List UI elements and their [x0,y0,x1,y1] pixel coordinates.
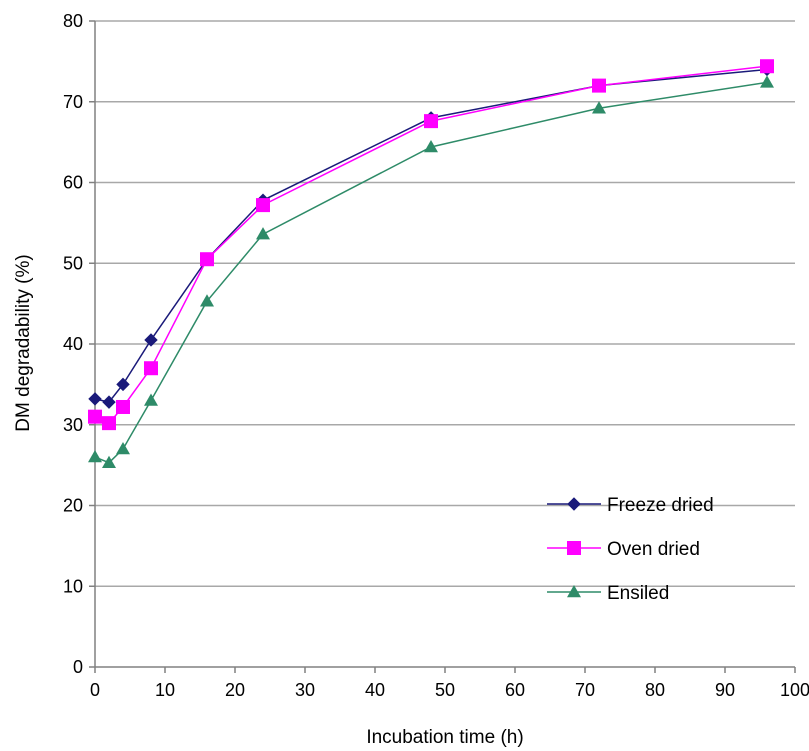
x-tick-label-40: 40 [365,680,385,700]
y-tick-label-50: 50 [63,253,83,273]
legend-swatch-marker [567,497,581,511]
data-point-oven-dried-96 [760,59,774,74]
data-point-ensiled-72 [592,101,606,114]
data-point-ensiled-48 [424,139,438,153]
data-point-oven-dried-48 [424,114,438,129]
x-axis-title: Incubation time (h) [366,727,523,748]
data-point-ensiled-24 [256,227,270,240]
x-tick-label-30: 30 [295,680,315,700]
data-point-freeze-dried-4 [116,377,130,392]
series-oven-dried [88,59,774,431]
data-point-ensiled-2 [102,455,116,468]
data-point-ensiled-16 [200,294,214,307]
x-tick-label-90: 90 [715,680,735,700]
legend-label-oven-dried: Oven dried [607,539,700,560]
legend-item-oven-dried: Oven dried [547,539,700,560]
x-tick-label-100: 100 [780,680,809,700]
x-tick-label-60: 60 [505,680,525,700]
data-point-freeze-dried-0 [88,392,102,406]
x-tick-label-20: 20 [225,680,245,700]
y-tick-label-20: 20 [63,496,83,516]
data-point-oven-dried-4 [116,399,130,414]
y-tick-label-10: 10 [63,576,83,596]
y-tick-label-0: 0 [73,657,83,677]
series-line-ensiled [94,81,768,464]
series [88,59,774,468]
legend-swatch-marker [567,585,581,598]
data-point-oven-dried-2 [102,416,116,431]
data-point-oven-dried-0 [88,409,102,424]
x-tick-label-10: 10 [155,680,175,700]
y-tick-label-80: 80 [63,11,83,31]
data-point-freeze-dried-8 [144,333,158,347]
x-tick-label-70: 70 [575,680,595,700]
y-tick-label-70: 70 [63,92,83,112]
data-point-ensiled-4 [116,441,130,455]
legend-label-freeze-dried: Freeze dried [607,495,714,516]
x-tick-label-80: 80 [645,680,665,700]
data-point-oven-dried-24 [256,198,270,213]
data-point-oven-dried-72 [592,78,606,93]
data-point-oven-dried-16 [200,252,214,267]
legend-item-ensiled: Ensiled [547,583,669,604]
legend-swatch-marker [567,541,581,555]
series-ensiled [88,75,774,468]
legend: Freeze dried Oven dried Ensiled [547,495,714,604]
data-point-ensiled-0 [88,450,102,463]
y-axis-title: DM degradability (%) [13,254,34,431]
data-point-ensiled-8 [144,393,158,406]
x-tick-label-50: 50 [435,680,455,700]
data-point-freeze-dried-2 [102,395,116,409]
legend-label-ensiled: Ensiled [607,583,669,604]
y-tick-label-40: 40 [63,334,83,354]
data-point-ensiled-96 [760,75,774,88]
axes: 0 10 20 30 40 50 60 70 80 0 10 20 30 40 50 60 70 80 90 100 [63,11,809,700]
y-tick-label-60: 60 [63,173,83,193]
x-tick-label-0: 0 [90,680,100,700]
legend-item-freeze-dried: Freeze dried [547,495,714,516]
y-tick-label-30: 30 [63,415,83,435]
data-point-oven-dried-8 [144,361,158,376]
